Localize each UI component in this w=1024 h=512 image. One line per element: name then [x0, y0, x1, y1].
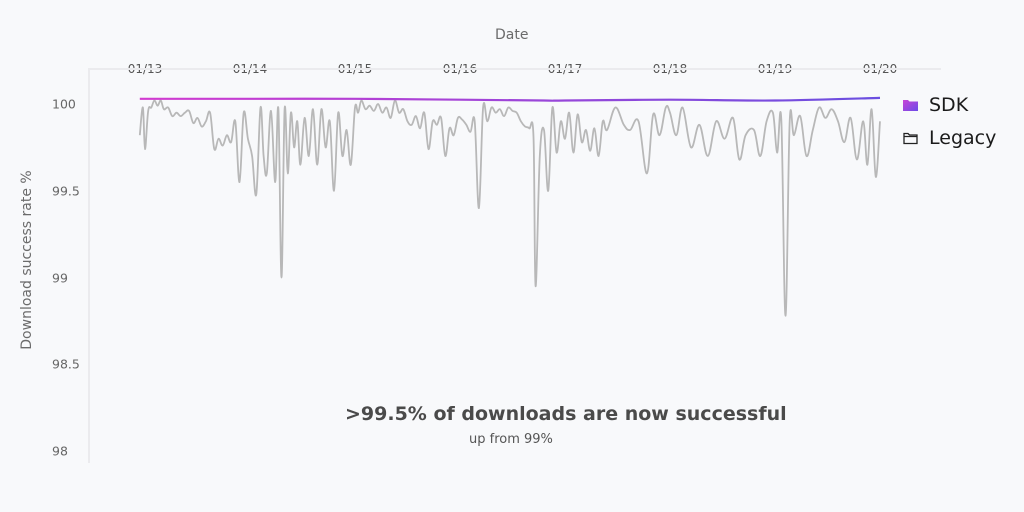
folder-outline-icon	[903, 132, 918, 144]
y-tick-label: 99	[52, 270, 68, 285]
folder-filled-icon	[903, 99, 918, 111]
legend-label-legacy: Legacy	[929, 126, 997, 149]
subline-annotation: up from 99%	[469, 432, 553, 447]
legend-item-legacy[interactable]: Legacy	[902, 121, 996, 154]
y-tick-label: 100	[52, 96, 76, 112]
legacy-series-line	[138, 99, 881, 317]
legend: SDK Legacy	[902, 88, 996, 154]
plot-frame-left	[88, 68, 90, 463]
headline-text: >99.5% of downloads are now successful	[345, 403, 787, 425]
y-tick-label: 98	[52, 443, 68, 459]
plot-frame-top	[88, 68, 941, 70]
sdk-series-line	[139, 96, 881, 102]
x-axis-title-text: Date	[495, 27, 529, 43]
y-tick-label: 98.5	[52, 356, 80, 372]
legend-label-sdk: SDK	[929, 93, 969, 116]
legend-item-sdk[interactable]: SDK	[902, 88, 996, 121]
y-tick-label: 99.5	[52, 183, 80, 199]
